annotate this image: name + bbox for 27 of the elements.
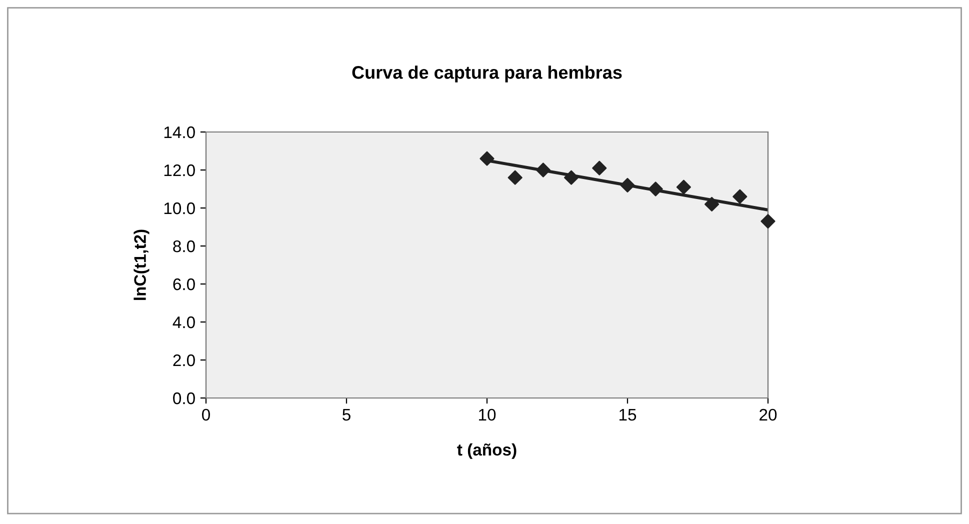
point	[592, 160, 607, 176]
point	[648, 182, 663, 196]
y-tick-label: 14.0	[164, 126, 195, 138]
y-tick-label: 10.0	[164, 202, 195, 214]
y-axis-title: lnC(t1,t2)	[134, 230, 150, 300]
point	[732, 189, 748, 204]
x-tick-label: 10	[479, 408, 496, 421]
x-tick-label: 5	[342, 409, 350, 421]
point	[480, 151, 494, 166]
point	[564, 170, 579, 185]
x-axis-title: t (años)	[457, 443, 516, 459]
y-tick-label: 4.0	[172, 316, 195, 328]
point	[676, 180, 691, 194]
x-tick-label: 0	[202, 408, 210, 421]
y-tick-label: 6.0	[173, 278, 195, 290]
y-tick-label: 2.0	[173, 354, 195, 366]
y-tick-label: 12.0	[164, 164, 195, 176]
point	[508, 170, 522, 185]
point	[760, 214, 776, 229]
point	[620, 178, 635, 192]
y-tick-label: 8.0	[173, 240, 195, 252]
x-tick-label: 15	[620, 409, 636, 421]
x-tick-label: 20	[760, 408, 777, 421]
y-tick-label: 0.0	[173, 392, 195, 404]
chart-title: Curva de captura para hembras	[352, 66, 622, 82]
point	[704, 196, 720, 212]
point	[536, 162, 550, 178]
